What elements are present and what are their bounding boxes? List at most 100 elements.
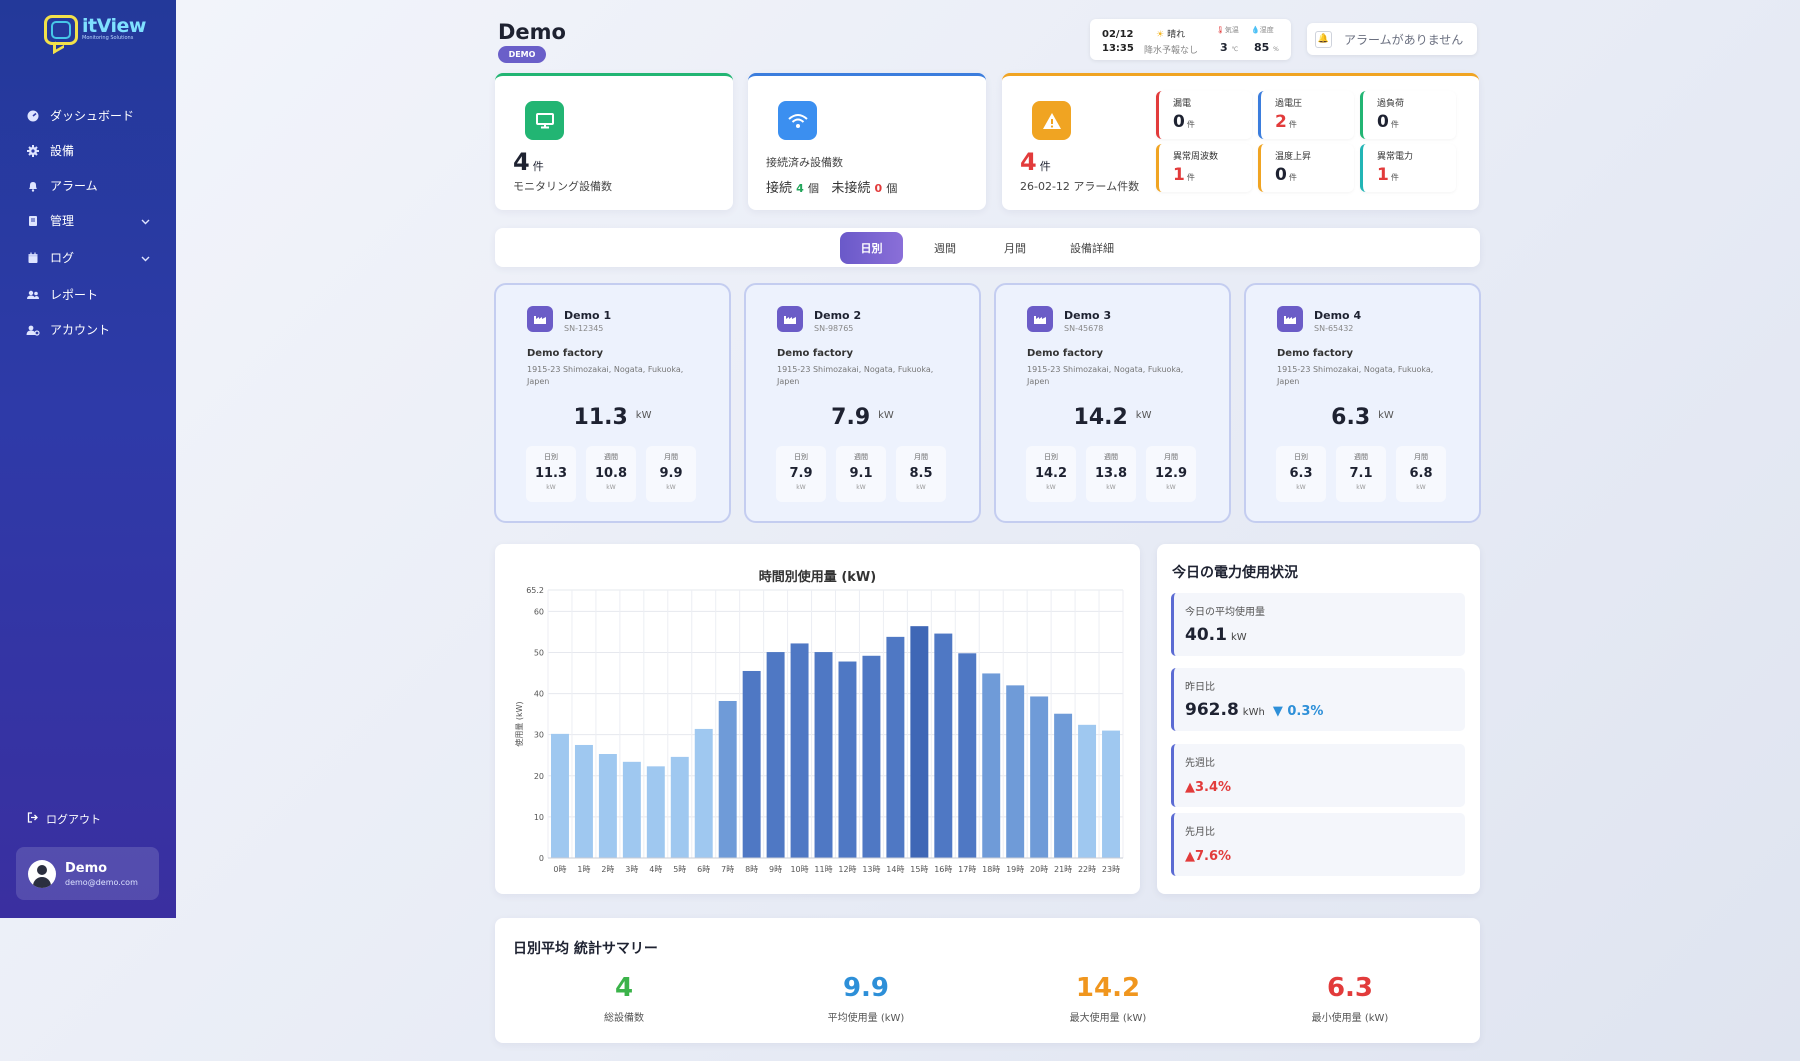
x-tick-label: 6時 bbox=[697, 865, 710, 874]
chart-title: 時間別使用量 (kW) bbox=[758, 570, 877, 585]
user-name: Demo bbox=[65, 860, 108, 876]
y-axis-label: 使用量 (kW) bbox=[514, 701, 524, 746]
user-card[interactable]: Demo demo@demo.com bbox=[16, 847, 159, 900]
bar bbox=[646, 766, 665, 858]
alarm-count-label: 26-02-12 アラーム件数 bbox=[1020, 180, 1140, 193]
sun-icon: ☀ bbox=[1156, 30, 1165, 40]
device-power: 14.2 kW bbox=[1073, 405, 1152, 430]
sidebar-item-log[interactable]: ログ bbox=[0, 240, 176, 275]
warning-icon bbox=[1032, 101, 1071, 140]
demo-badge: DEMO bbox=[498, 46, 546, 63]
summary-min: 6.3 最小使用量 (kW) bbox=[1311, 973, 1389, 1024]
sidebar-item-management[interactable]: 管理 bbox=[0, 203, 176, 238]
device-serial: SN-65432 bbox=[1314, 324, 1354, 333]
sidebar-item-label: 設備 bbox=[50, 144, 75, 158]
device-daily: 日別 6.3 kW bbox=[1276, 446, 1326, 502]
summary-average: 9.9 平均使用量 (kW) bbox=[827, 973, 905, 1024]
y-tick-label: 65.2 bbox=[526, 586, 544, 595]
sidebar-item-account[interactable]: アカウント bbox=[0, 312, 176, 347]
factory-icon bbox=[527, 306, 553, 332]
x-tick-label: 18時 bbox=[982, 865, 1000, 874]
connected-label: 接続済み設備数 bbox=[766, 156, 843, 169]
sidebar-item-label: ダッシュボード bbox=[50, 109, 135, 123]
bar bbox=[670, 756, 689, 858]
device-name: Demo 3 bbox=[1064, 309, 1112, 322]
factory-icon bbox=[1277, 306, 1303, 332]
users-icon bbox=[26, 288, 40, 302]
x-tick-label: 17時 bbox=[958, 865, 976, 874]
x-tick-label: 10時 bbox=[790, 865, 808, 874]
temperature-label: 🌡気温 bbox=[1216, 26, 1239, 34]
bar bbox=[934, 633, 953, 858]
summary-max: 14.2 最大使用量 (kW) bbox=[1069, 973, 1147, 1024]
tab-device-details[interactable]: 設備詳細 bbox=[1070, 242, 1114, 255]
today-power-status: 今日の電力使用状況 今日の平均使用量 40.1 kW 昨日比 962.8 kWh ▼ … bbox=[1157, 544, 1480, 894]
sidebar-item-label: レポート bbox=[50, 288, 99, 302]
x-tick-label: 23時 bbox=[1102, 865, 1120, 874]
dashboard-icon bbox=[26, 109, 40, 123]
bar bbox=[1030, 696, 1049, 858]
thermometer-icon: 🌡 bbox=[1216, 26, 1225, 34]
bell-off-icon: 🔔 bbox=[1315, 30, 1332, 48]
bar bbox=[1054, 713, 1073, 858]
chevron-down-icon bbox=[141, 251, 150, 265]
device-card[interactable]: Demo 4 SN-65432 Demo factory 1915-23 Shi… bbox=[1244, 283, 1481, 523]
bar bbox=[1078, 724, 1097, 858]
summary-title: 日別平均 統計サマリー bbox=[513, 941, 658, 957]
monitoring-label: モニタリング設備数 bbox=[513, 180, 612, 193]
y-tick-label: 30 bbox=[534, 731, 544, 740]
sidebar-item-equipment[interactable]: 設備 bbox=[0, 133, 176, 168]
device-serial: SN-98765 bbox=[814, 324, 854, 333]
device-card[interactable]: Demo 3 SN-45678 Demo factory 1915-23 Shi… bbox=[994, 283, 1231, 523]
device-address: 1915-23 Shimozakai, Nogata, Fukuoka, Jap… bbox=[1277, 365, 1434, 386]
sidebar-item-label: アラーム bbox=[50, 179, 98, 193]
tab-daily[interactable]: 日別 bbox=[840, 232, 903, 264]
device-card[interactable]: Demo 1 SN-12345 Demo factory 1915-23 Shi… bbox=[494, 283, 731, 523]
device-name: Demo 4 bbox=[1314, 309, 1362, 322]
device-monthly: 月間 8.5 kW bbox=[896, 446, 946, 502]
sidebar-item-alarm[interactable]: アラーム bbox=[0, 168, 176, 203]
bar bbox=[622, 761, 641, 858]
bar bbox=[862, 655, 881, 858]
bar bbox=[742, 670, 761, 858]
x-tick-label: 11時 bbox=[814, 865, 832, 874]
alarm-status-button[interactable]: 🔔 アラームがありません bbox=[1307, 23, 1477, 55]
sidebar-item-report[interactable]: レポート bbox=[0, 277, 176, 312]
sidebar-item-dashboard[interactable]: ダッシュボード bbox=[0, 98, 176, 133]
x-tick-label: 16時 bbox=[934, 865, 952, 874]
device-daily: 日別 11.3 kW bbox=[526, 446, 576, 502]
logo[interactable]: itView Monitoring Solutions bbox=[44, 15, 146, 45]
today-title: 今日の電力使用状況 bbox=[1172, 565, 1298, 581]
device-monthly: 月間 6.8 kW bbox=[1396, 446, 1446, 502]
bar bbox=[766, 652, 785, 858]
device-address: 1915-23 Shimozakai, Nogata, Fukuoka, Jap… bbox=[527, 365, 684, 386]
logout-button[interactable]: ログアウト bbox=[27, 811, 101, 827]
droplet-icon: 💧 bbox=[1251, 26, 1260, 34]
factory-icon bbox=[777, 306, 803, 332]
bar bbox=[790, 643, 809, 858]
user-email: demo@demo.com bbox=[65, 877, 138, 887]
device-power: 6.3 kW bbox=[1331, 405, 1394, 430]
device-power: 11.3 kW bbox=[573, 405, 652, 430]
bar bbox=[718, 700, 737, 858]
device-card[interactable]: Demo 2 SN-98765 Demo factory 1915-23 Shi… bbox=[744, 283, 981, 523]
device-name: Demo 1 bbox=[564, 309, 612, 322]
sidebar-nav: ダッシュボード 設備 アラーム 管理 ログ レポート アカウント bbox=[0, 98, 176, 347]
wifi-icon bbox=[778, 101, 817, 140]
logout-icon bbox=[27, 812, 38, 826]
tab-weekly[interactable]: 週間 bbox=[934, 242, 956, 255]
x-tick-label: 0時 bbox=[553, 865, 566, 874]
tab-monthly[interactable]: 月間 bbox=[1004, 242, 1026, 255]
bell-icon bbox=[26, 179, 40, 193]
vs-yesterday: 昨日比 962.8 kWh ▼ 0.3% bbox=[1171, 668, 1465, 731]
bar bbox=[598, 754, 617, 858]
